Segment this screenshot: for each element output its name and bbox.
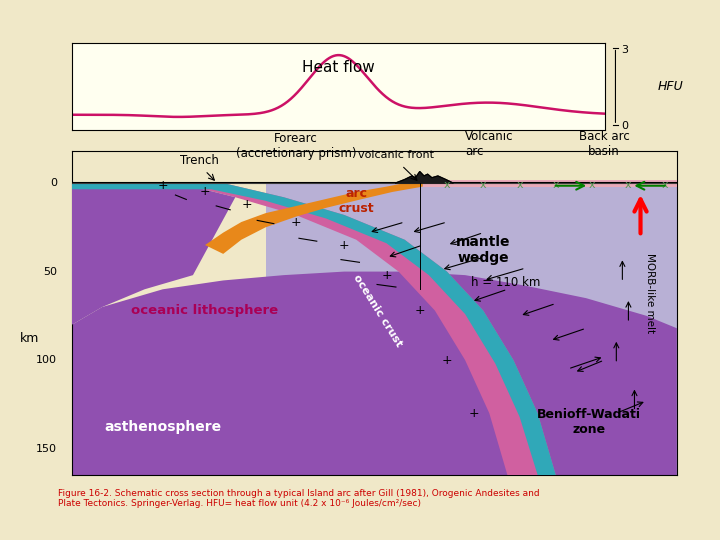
Text: 0: 0 (621, 121, 628, 131)
Text: mantle
wedge: mantle wedge (456, 235, 510, 266)
Text: oceanic lithosphere: oceanic lithosphere (132, 304, 279, 317)
Text: x: x (444, 180, 450, 190)
Text: +: + (290, 215, 301, 228)
Text: +: + (441, 354, 452, 367)
Bar (423, 180, 677, 187)
Text: x: x (589, 180, 595, 190)
Polygon shape (72, 272, 677, 475)
Text: 3: 3 (621, 45, 628, 55)
Text: Back arc
basin: Back arc basin (579, 130, 629, 158)
Text: x: x (516, 180, 523, 190)
Text: h = 110 km: h = 110 km (471, 276, 541, 289)
Polygon shape (72, 183, 556, 475)
Text: Figure 16-2. Schematic cross section through a typical Island arc after Gill (19: Figure 16-2. Schematic cross section thr… (58, 489, 539, 508)
Text: arc
crust: arc crust (338, 187, 374, 215)
Text: Forearc
(accretionary prism): Forearc (accretionary prism) (235, 132, 356, 160)
Text: 150: 150 (36, 444, 57, 454)
Text: +: + (415, 304, 425, 317)
Text: +: + (469, 407, 480, 420)
Text: x: x (662, 180, 668, 190)
Polygon shape (72, 183, 556, 475)
Text: HFU: HFU (658, 80, 684, 93)
Text: Benioff-Wadati
zone: Benioff-Wadati zone (537, 408, 641, 436)
Text: +: + (339, 239, 349, 252)
Text: x: x (625, 180, 631, 190)
Text: 0: 0 (50, 178, 57, 188)
Text: 100: 100 (36, 355, 57, 365)
Text: km: km (20, 333, 40, 346)
Polygon shape (266, 183, 677, 475)
Text: volcanic front: volcanic front (358, 150, 433, 160)
Text: x: x (552, 180, 559, 190)
Text: oceanic crust: oceanic crust (351, 273, 404, 348)
Text: MORB-like melt: MORB-like melt (644, 253, 654, 333)
Text: x: x (480, 180, 487, 190)
Text: 50: 50 (43, 267, 57, 276)
Text: +: + (381, 268, 392, 282)
Text: Heat flow: Heat flow (302, 60, 375, 75)
Polygon shape (72, 187, 235, 325)
Text: Volcanic
arc: Volcanic arc (465, 130, 513, 158)
Polygon shape (193, 183, 423, 254)
Text: Trench: Trench (179, 154, 218, 167)
Text: +: + (242, 198, 253, 211)
Text: +: + (199, 185, 210, 198)
Polygon shape (395, 172, 453, 183)
Text: asthenosphere: asthenosphere (104, 421, 221, 434)
Text: +: + (158, 179, 168, 192)
